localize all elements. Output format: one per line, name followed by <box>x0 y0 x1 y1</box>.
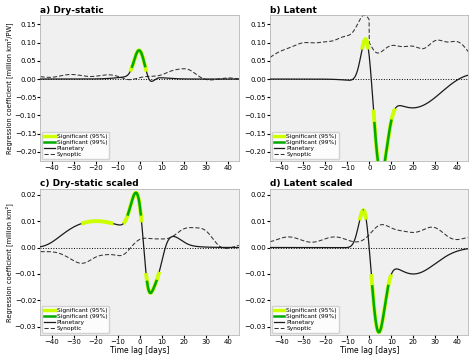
Legend: Significant (95%), Significant (99%), Planetary, Synoptic: Significant (95%), Significant (99%), Pl… <box>272 132 339 159</box>
X-axis label: Time lag [days]: Time lag [days] <box>339 347 399 356</box>
Legend: Significant (95%), Significant (99%), Planetary, Synoptic: Significant (95%), Significant (99%), Pl… <box>42 132 109 159</box>
Legend: Significant (95%), Significant (99%), Planetary, Synoptic: Significant (95%), Significant (99%), Pl… <box>272 306 339 333</box>
Y-axis label: Regression coefficient [million km²]: Regression coefficient [million km²] <box>6 203 13 322</box>
Legend: Significant (95%), Significant (99%), Planetary, Synoptic: Significant (95%), Significant (99%), Pl… <box>42 306 109 333</box>
Y-axis label: Regression coefficient [million km²/PW]: Regression coefficient [million km²/PW] <box>6 22 13 154</box>
Text: a) Dry-static: a) Dry-static <box>40 5 104 14</box>
Text: b) Latent: b) Latent <box>270 5 317 14</box>
Text: c) Dry-static scaled: c) Dry-static scaled <box>40 179 139 188</box>
X-axis label: Time lag [days]: Time lag [days] <box>110 347 169 356</box>
Text: d) Latent scaled: d) Latent scaled <box>270 179 353 188</box>
